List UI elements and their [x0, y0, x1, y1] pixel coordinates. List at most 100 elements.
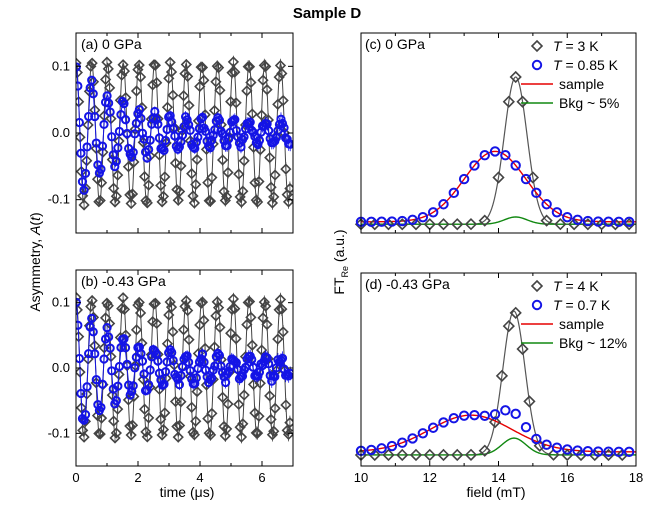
data-point: [282, 196, 293, 208]
data-point: [113, 135, 125, 147]
data-point: [97, 379, 108, 389]
data-point: [113, 381, 123, 391]
data-point: [582, 215, 594, 227]
left-ylabel: Asymmetry, A(t): [27, 212, 43, 311]
data-point: [592, 216, 604, 227]
data-point: [274, 293, 287, 306]
data-point: [409, 218, 423, 231]
data-point: [623, 216, 635, 227]
data-point: [233, 364, 243, 375]
data-point: [567, 218, 581, 231]
data-point: [376, 443, 387, 454]
figure-title: Sample D: [293, 5, 362, 22]
data-point: [197, 349, 208, 359]
data-point: [86, 57, 98, 69]
data-point: [276, 114, 286, 124]
data-point: [104, 317, 116, 330]
data-point: [86, 294, 98, 307]
data-point: [502, 319, 515, 333]
data-point: [235, 196, 248, 208]
data-point: [128, 147, 138, 157]
data-point: [204, 195, 217, 207]
data-point: [551, 442, 563, 453]
x-tick-label: 4: [196, 470, 203, 485]
data-point: [531, 187, 542, 199]
data-point: [220, 377, 231, 388]
data-point: [155, 179, 167, 192]
data-point: [407, 433, 418, 444]
data-point: [90, 111, 100, 122]
panel-label: (d) -0.43 GPa: [365, 276, 450, 292]
black-fit-line: [361, 310, 636, 456]
data-point: [108, 415, 120, 427]
data-point: [110, 162, 120, 172]
data-point: [554, 218, 567, 231]
data-point: [94, 194, 106, 207]
data-point: [386, 216, 398, 227]
plot-area: [76, 55, 293, 211]
data-point: [142, 385, 152, 395]
data-point: [172, 194, 184, 206]
data-point: [153, 119, 163, 129]
y-tick-label: -0.1: [48, 192, 70, 207]
panel-label: (a) 0 GPa: [81, 36, 142, 52]
data-point: [276, 67, 288, 80]
data-point: [130, 85, 143, 97]
data-point: [149, 59, 162, 71]
x-tick-label: 12: [423, 470, 437, 485]
data-point: [280, 163, 292, 175]
data-point: [160, 135, 171, 146]
data-point: [197, 112, 208, 122]
data-point: [95, 412, 108, 424]
data-point: [592, 446, 604, 457]
data-point: [174, 142, 185, 152]
data-point: [126, 419, 139, 431]
data-point: [85, 300, 97, 313]
data-point: [437, 448, 450, 462]
panel-a: 0.1 0.0 -0.1 (a) 0 GPa: [48, 32, 294, 234]
data-point: [409, 448, 423, 462]
data-point: [165, 66, 178, 78]
data-point: [120, 115, 131, 125]
data-point: [210, 76, 222, 88]
data-point: [253, 175, 265, 188]
data-point: [214, 115, 225, 125]
data-point: [130, 324, 143, 336]
data-point: [143, 179, 155, 191]
data-point: [458, 173, 470, 185]
data-point: [102, 300, 114, 312]
data-point: [157, 423, 170, 436]
data-point: [269, 402, 281, 414]
data-point: [116, 342, 126, 353]
data-point: [107, 132, 117, 142]
data-point: [245, 117, 255, 127]
data-point: [87, 313, 97, 323]
data-point: [82, 382, 92, 392]
data-point: [101, 297, 113, 309]
data-point: [117, 292, 129, 304]
data-point: [163, 309, 175, 321]
data-point: [249, 177, 261, 189]
data-point: [492, 171, 505, 184]
data-point: [562, 444, 573, 455]
data-point: [276, 355, 286, 365]
data-point: [111, 396, 121, 406]
data-point: [572, 214, 583, 225]
data-point: [238, 155, 250, 167]
data-point: [437, 218, 450, 231]
data-point: [438, 199, 449, 210]
data-point: [173, 419, 186, 432]
data-point: [179, 300, 191, 313]
data-point: [260, 300, 272, 312]
data-point: [161, 101, 174, 113]
data-point: [110, 190, 122, 202]
data-point: [97, 141, 108, 151]
x-tick-label: 16: [560, 470, 574, 485]
data-point: [218, 185, 230, 198]
data-point: [200, 143, 213, 156]
data-point: [214, 84, 226, 96]
data-point: [254, 377, 266, 389]
x-tick-label: 14: [491, 470, 505, 485]
panel-label: (c) 0 GPa: [365, 36, 425, 52]
data-point: [448, 187, 460, 199]
